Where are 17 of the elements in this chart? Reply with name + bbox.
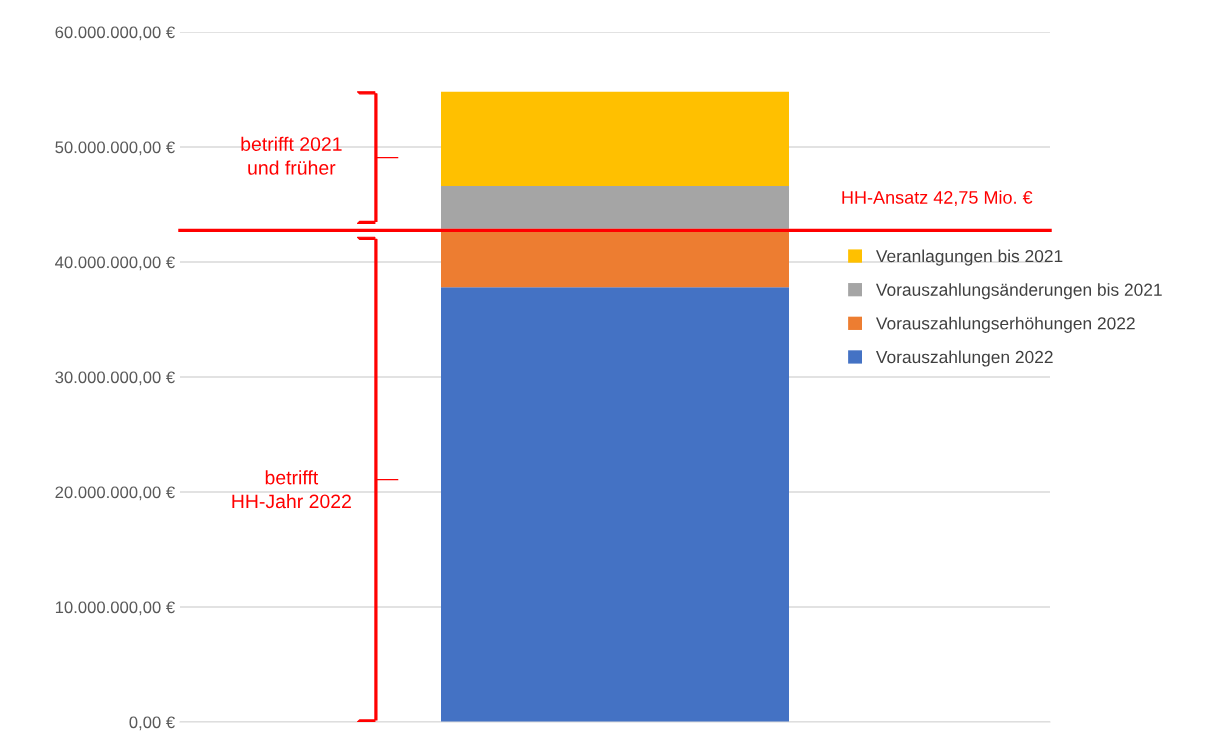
annotation: betrifft 2021 und früher — [241, 136, 342, 175]
bar — [441, 91, 789, 187]
y-tick-label: 40.000.000,00 € — [55, 256, 175, 271]
legend-label: Veranlagungen bis 2021 — [875, 249, 1063, 266]
ref-line-label: HH-Ansatz 42,75 Mio. € — [842, 190, 1033, 206]
y-tick-label: 10.000.000,00 € — [55, 601, 175, 616]
legend-label: Vorauszahlungsänderungen bis 2021 — [875, 283, 1162, 300]
y-tick-label: 20.000.000,00 € — [55, 486, 175, 501]
y-tick-label: 0,00 € — [129, 716, 175, 731]
y-tick-label: 60.000.000,00 € — [55, 26, 175, 41]
legend-label: Vorauszahlungserhöhungen 2022 — [875, 316, 1135, 333]
y-tick-label: 50.000.000,00 € — [55, 141, 175, 156]
bar — [441, 186, 789, 229]
bar — [441, 287, 789, 722]
annotation: betrifft HH-Jahr 2022 — [232, 470, 351, 509]
y-tick-label: 30.000.000,00 € — [55, 371, 175, 386]
legend-label: Vorauszahlungen 2022 — [875, 350, 1053, 367]
